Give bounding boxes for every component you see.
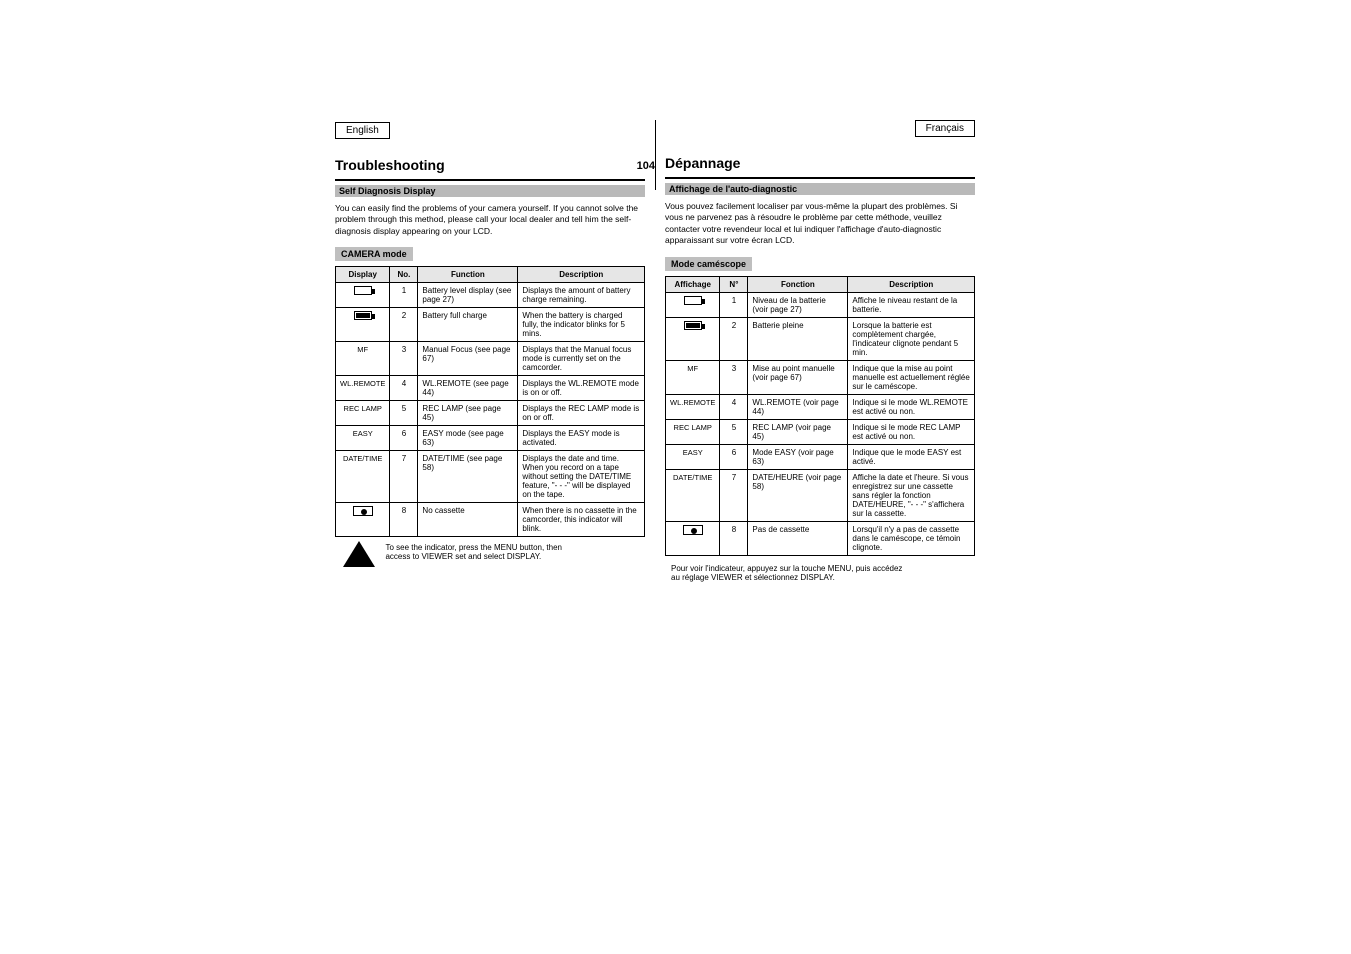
- triangle-annot-right: Pour voir l'indicateur, appuyez sur la t…: [671, 564, 911, 582]
- col-desc: Description: [848, 276, 975, 292]
- lang-box-right: Français: [915, 120, 975, 137]
- triangle-annot-left: To see the indicator, press the MENU but…: [385, 543, 585, 561]
- center-divider: [655, 120, 656, 190]
- rule-left: [335, 179, 645, 181]
- table-row: EASY 6 Mode EASY (voir page 63) Indique …: [666, 444, 975, 469]
- gray-bar-left: Self Diagnosis Display: [335, 185, 645, 197]
- battery-icon: [354, 286, 372, 295]
- intro-left: You can easily find the problems of your…: [335, 203, 645, 237]
- page-number-left: 104: [637, 160, 655, 172]
- table-row: REC LAMP 5 REC LAMP (voir page 45) Indiq…: [666, 419, 975, 444]
- table-row: WL.REMOTE 4 WL.REMOTE (voir page 44) Ind…: [666, 394, 975, 419]
- right-column: Français Dépannage Affichage de l'auto-d…: [665, 120, 975, 582]
- table-row: DATE/TIME 7 DATE/TIME (see page 58) Disp…: [336, 451, 645, 503]
- mode-pill-left: CAMERA mode: [335, 247, 413, 261]
- col-desc: Description: [518, 267, 645, 283]
- left-column: English 104 Troubleshooting Self Diagnos…: [335, 120, 645, 572]
- table-row: REC LAMP 5 REC LAMP (see page 45) Displa…: [336, 401, 645, 426]
- battery-full-icon: [354, 311, 372, 320]
- table-row: 1 Battery level display (see page 27) Di…: [336, 283, 645, 308]
- table-body-right: 1 Niveau de la batterie (voir page 27) A…: [666, 292, 975, 555]
- table-row: 2 Batterie pleine Lorsque la batterie es…: [666, 317, 975, 360]
- mode-pill-right: Mode caméscope: [665, 257, 752, 271]
- cassette-icon: [353, 506, 373, 516]
- col-func: Fonction: [748, 276, 848, 292]
- note-left: To see the indicator, press the MENU but…: [335, 537, 645, 572]
- table-row: MF 3 Manual Focus (see page 67) Displays…: [336, 342, 645, 376]
- battery-icon: [684, 296, 702, 305]
- triangle-icon: [343, 541, 375, 567]
- table-row: 2 Battery full charge When the battery i…: [336, 308, 645, 342]
- table-body-left: 1 Battery level display (see page 27) Di…: [336, 283, 645, 537]
- table-header-row: Display No. Function Description: [336, 267, 645, 283]
- lang-box-left: English: [335, 122, 390, 139]
- col-no: No.: [390, 267, 418, 283]
- title-right: Dépannage: [665, 155, 975, 171]
- col-display: Affichage: [666, 276, 720, 292]
- intro-right: Vous pouvez facilement localiser par vou…: [665, 201, 975, 247]
- table-row: MF 3 Mise au point manuelle (voir page 6…: [666, 360, 975, 394]
- table-row: 8 Pas de cassette Lorsqu'il n'y a pas de…: [666, 521, 975, 555]
- table-row: 1 Niveau de la batterie (voir page 27) A…: [666, 292, 975, 317]
- gray-bar-right: Affichage de l'auto-diagnostic: [665, 183, 975, 195]
- table-header-row: Affichage N° Fonction Description: [666, 276, 975, 292]
- table-row: 8 No cassette When there is no cassette …: [336, 503, 645, 537]
- col-no: N°: [720, 276, 748, 292]
- table-right: Affichage N° Fonction Description 1 Nive…: [665, 276, 975, 556]
- col-func: Function: [418, 267, 518, 283]
- col-display: Display: [336, 267, 390, 283]
- table-row: DATE/TIME 7 DATE/HEURE (voir page 58) Af…: [666, 469, 975, 521]
- rule-right: [665, 177, 975, 179]
- cassette-icon: [683, 525, 703, 535]
- table-row: EASY 6 EASY mode (see page 63) Displays …: [336, 426, 645, 451]
- table-left: Display No. Function Description 1 Batte…: [335, 266, 645, 537]
- battery-full-icon: [684, 321, 702, 330]
- title-left: Troubleshooting: [335, 157, 645, 173]
- table-row: WL.REMOTE 4 WL.REMOTE (see page 44) Disp…: [336, 376, 645, 401]
